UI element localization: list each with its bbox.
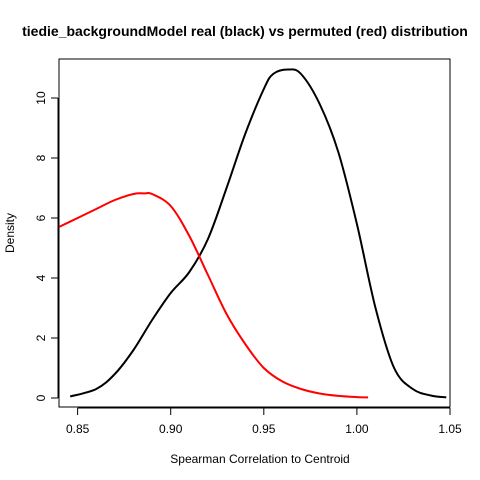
y-axis-label: Density [3,213,17,253]
chart-title: tiedie_backgroundModel real (black) vs p… [22,23,468,39]
x-tick-label: 1.00 [345,422,369,436]
y-tick-label: 2 [34,334,48,341]
series-group [59,68,447,399]
x-tick-label: 0.90 [159,422,183,436]
y-tick-label: 0 [34,394,48,401]
y-tick-label: 8 [34,154,48,161]
x-tick-label: 0.95 [252,422,276,436]
permuted-distribution-line [59,191,369,399]
x-tick-label: 0.85 [66,422,90,436]
x-tick-label: 1.05 [438,422,462,436]
real-distribution-line [69,68,447,399]
y-tick-label: 6 [34,214,48,221]
y-axis: 0 2 4 6 8 10 [34,91,59,401]
y-tick-label: 10 [34,91,48,105]
x-axis: 0.85 0.90 0.95 1.00 1.05 [66,407,462,436]
x-axis-label: Spearman Correlation to Centroid [170,452,349,466]
y-tick-label: 4 [34,274,48,281]
plot-area-frame [58,58,451,408]
